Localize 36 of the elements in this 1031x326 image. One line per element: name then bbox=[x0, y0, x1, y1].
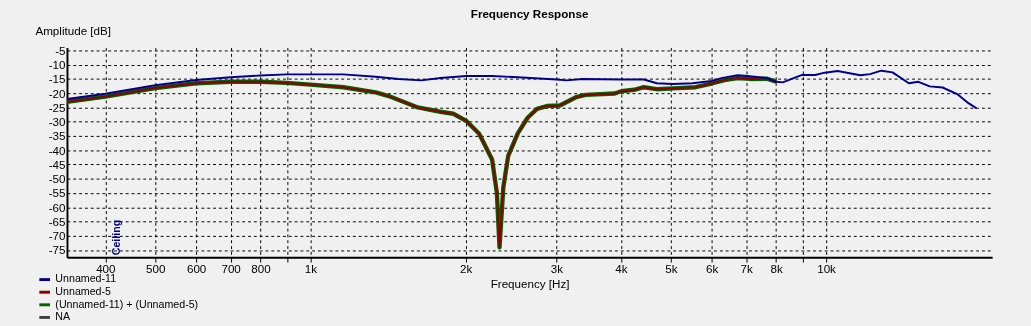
y-tick-label: -10 bbox=[48, 58, 67, 72]
y-tick-label: -40 bbox=[48, 143, 67, 157]
y-tick-label: -70 bbox=[48, 229, 67, 243]
y-tick-label: -35 bbox=[48, 129, 66, 143]
y-tick-label: -20 bbox=[48, 86, 67, 100]
y-tick-label: -65 bbox=[48, 214, 66, 228]
x-tick-label: 1k bbox=[304, 262, 318, 276]
y-tick-label: -15 bbox=[48, 72, 66, 86]
y-tick-label: -25 bbox=[48, 100, 66, 114]
x-tick-label: 3k bbox=[550, 262, 564, 276]
chart-title: Frequency Response bbox=[470, 7, 589, 21]
y-tick-label: -5 bbox=[55, 43, 66, 57]
x-tick-label: 2k bbox=[460, 262, 473, 276]
legend-label: (Unnamed-11) + (Unnamed-5) bbox=[55, 297, 199, 310]
y-tick-label: -75 bbox=[48, 243, 66, 257]
y-tick-label: -30 bbox=[48, 115, 67, 129]
x-tick-label: 4k bbox=[615, 262, 628, 276]
x-tick-label: 500 bbox=[146, 262, 167, 276]
y-tick-label: -55 bbox=[48, 186, 66, 200]
annotation: Ceiling bbox=[110, 219, 123, 256]
x-tick-label: 8k bbox=[770, 262, 783, 276]
legend-label: NA bbox=[55, 310, 72, 323]
x-tick-label: 700 bbox=[221, 262, 242, 276]
y-tick-label: -60 bbox=[48, 200, 67, 214]
y-tick-label: -45 bbox=[48, 157, 66, 171]
x-tick-label: 10k bbox=[817, 262, 837, 276]
x-tick-label: 800 bbox=[251, 262, 272, 276]
y-tick-label: -50 bbox=[48, 172, 67, 186]
x-tick-label: 5k bbox=[665, 262, 678, 276]
y-axis-title: Amplitude [dB] bbox=[35, 24, 112, 38]
x-tick-label: 600 bbox=[186, 262, 207, 276]
x-tick-label: 6k bbox=[706, 262, 719, 276]
x-tick-label: 7k bbox=[740, 262, 753, 276]
legend-label: Unnamed-5 bbox=[55, 285, 112, 298]
x-axis-title: Frequency [Hz] bbox=[490, 276, 570, 290]
legend-label: Unnamed-11 bbox=[55, 272, 117, 285]
